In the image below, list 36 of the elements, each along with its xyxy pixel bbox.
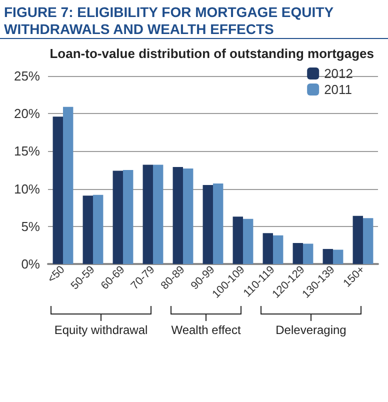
chart-title: FIGURE 7: ELIGIBILITY FOR MORTGAGE EQUITY WITHDRAWALS AND WEALTH EFFECTS: [0, 0, 388, 39]
y-tick-label: 15%: [14, 144, 40, 159]
bar: [52, 116, 63, 264]
y-tick-label: 25%: [14, 68, 40, 84]
bar: [363, 218, 374, 264]
y-tick-label: 0%: [21, 256, 40, 272]
bar: [292, 242, 303, 264]
bar: [202, 185, 213, 264]
bar: [183, 168, 194, 264]
bar: [63, 106, 74, 264]
legend-label: 2011: [324, 82, 352, 97]
bar: [153, 164, 164, 264]
y-tick-label: 5%: [21, 218, 40, 234]
x-tick-label: <50: [46, 264, 68, 286]
bar: [243, 218, 254, 264]
text: Equity withdrawal: [54, 323, 148, 337]
y-tick-label: 20%: [14, 106, 40, 122]
bar: [123, 170, 134, 264]
text: Wealth effect: [171, 323, 242, 337]
bar: [213, 184, 224, 264]
bar: [93, 194, 104, 264]
bar: [352, 216, 363, 264]
chart-subtitle: Loan-to-value distribution of outstanding mortgages: [48, 45, 375, 62]
y-tick-label: 10%: [14, 181, 40, 196]
bar: [112, 170, 123, 264]
bar: [172, 166, 183, 264]
legend-label: 2012: [324, 66, 353, 81]
bar: [142, 164, 153, 264]
bar: [273, 235, 284, 264]
bar: [82, 196, 93, 264]
bar: [322, 248, 333, 264]
bar: [303, 244, 314, 264]
bar: [333, 250, 344, 264]
text: Deleveraging: [276, 323, 346, 337]
bar: [262, 233, 273, 264]
bar: [232, 216, 243, 264]
